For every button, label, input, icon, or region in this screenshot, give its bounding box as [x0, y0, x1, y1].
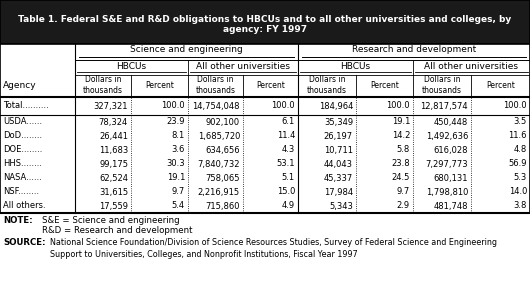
- Text: 6.1: 6.1: [282, 118, 295, 126]
- Text: 11.4: 11.4: [277, 132, 295, 140]
- Text: 12,817,574: 12,817,574: [420, 102, 468, 110]
- Text: 758,065: 758,065: [206, 174, 240, 182]
- Text: 4.9: 4.9: [282, 202, 295, 210]
- Text: 5.1: 5.1: [282, 174, 295, 182]
- Text: 17,559: 17,559: [99, 202, 128, 210]
- Text: 5.3: 5.3: [514, 174, 527, 182]
- Text: 184,964: 184,964: [319, 102, 353, 110]
- Text: 2,216,915: 2,216,915: [198, 188, 240, 196]
- Text: 327,321: 327,321: [93, 102, 128, 110]
- Text: National Science Foundation/Division of Science Resources Studies, Survey of Fed: National Science Foundation/Division of …: [50, 238, 497, 259]
- Text: 9.7: 9.7: [172, 188, 185, 196]
- Text: 10,711: 10,711: [324, 146, 353, 154]
- Text: Table 1. Federal S&E and R&D obligations to HBCUs and to all other universities : Table 1. Federal S&E and R&D obligations…: [19, 15, 511, 23]
- Text: 17,984: 17,984: [324, 188, 353, 196]
- Text: DOE........: DOE........: [3, 146, 42, 154]
- Text: 5.4: 5.4: [172, 202, 185, 210]
- Text: 100.0: 100.0: [271, 102, 295, 110]
- Text: 634,656: 634,656: [206, 146, 240, 154]
- Text: 100.0: 100.0: [161, 102, 185, 110]
- Text: All other universities: All other universities: [196, 62, 290, 71]
- Text: 5,343: 5,343: [329, 202, 353, 210]
- Text: 4.8: 4.8: [514, 146, 527, 154]
- Text: 680,131: 680,131: [434, 174, 468, 182]
- Bar: [0, 0, 530, 44]
- Bar: [0, 44, 530, 213]
- Text: HBCUs: HBCUs: [340, 62, 370, 71]
- Text: agency: FY 1997: agency: FY 1997: [223, 26, 307, 34]
- Text: 1,685,720: 1,685,720: [198, 132, 240, 140]
- Text: 2.9: 2.9: [397, 202, 410, 210]
- Text: 14.0: 14.0: [509, 188, 527, 196]
- Text: All others.: All others.: [3, 202, 46, 210]
- Text: Percent: Percent: [370, 81, 399, 89]
- Text: Total..........: Total..........: [3, 102, 49, 110]
- Text: 26,441: 26,441: [99, 132, 128, 140]
- Text: 3.8: 3.8: [514, 202, 527, 210]
- Text: 3.5: 3.5: [514, 118, 527, 126]
- Text: NASA......: NASA......: [3, 174, 42, 182]
- Text: Dollars in
thousands: Dollars in thousands: [422, 75, 462, 95]
- Text: 616,028: 616,028: [434, 146, 468, 154]
- Text: Dollars in
thousands: Dollars in thousands: [307, 75, 347, 95]
- Text: 19.1: 19.1: [392, 118, 410, 126]
- Text: 11.6: 11.6: [508, 132, 527, 140]
- Text: 14.2: 14.2: [392, 132, 410, 140]
- Text: USDA......: USDA......: [3, 118, 42, 126]
- Bar: [0, 44, 530, 213]
- Text: 53.1: 53.1: [277, 160, 295, 168]
- Text: Agency: Agency: [3, 81, 37, 91]
- Text: 100.0: 100.0: [504, 102, 527, 110]
- Text: HBCUs: HBCUs: [117, 62, 147, 71]
- Text: 5.8: 5.8: [397, 146, 410, 154]
- Text: 1,798,810: 1,798,810: [426, 188, 468, 196]
- Text: 14,754,048: 14,754,048: [192, 102, 240, 110]
- Text: 3.6: 3.6: [172, 146, 185, 154]
- Text: 15.0: 15.0: [277, 188, 295, 196]
- Text: 1,492,636: 1,492,636: [426, 132, 468, 140]
- Text: 481,748: 481,748: [434, 202, 468, 210]
- Text: S&E = Science and engineering: S&E = Science and engineering: [42, 216, 180, 225]
- Text: Percent: Percent: [486, 81, 515, 89]
- Text: All other universities: All other universities: [425, 62, 518, 71]
- Text: 7,840,732: 7,840,732: [198, 160, 240, 168]
- Text: R&D = Research and development: R&D = Research and development: [42, 226, 192, 235]
- Text: 45,337: 45,337: [324, 174, 353, 182]
- Text: 450,448: 450,448: [434, 118, 468, 126]
- Text: 23.8: 23.8: [391, 160, 410, 168]
- Text: DoD........: DoD........: [3, 132, 42, 140]
- Text: 8.1: 8.1: [172, 132, 185, 140]
- Text: Dollars in
thousands: Dollars in thousands: [196, 75, 235, 95]
- Text: 11,683: 11,683: [99, 146, 128, 154]
- Text: 9.7: 9.7: [397, 188, 410, 196]
- Text: 44,043: 44,043: [324, 160, 353, 168]
- Text: NOTE:: NOTE:: [3, 216, 33, 225]
- Text: 99,175: 99,175: [99, 160, 128, 168]
- Text: 4.3: 4.3: [282, 146, 295, 154]
- Text: 902,100: 902,100: [206, 118, 240, 126]
- Text: Research and development: Research and development: [352, 46, 476, 54]
- Text: 26,197: 26,197: [324, 132, 353, 140]
- Text: 23.9: 23.9: [166, 118, 185, 126]
- Text: 62,524: 62,524: [99, 174, 128, 182]
- Text: Percent: Percent: [145, 81, 174, 89]
- Text: 100.0: 100.0: [386, 102, 410, 110]
- Text: 24.5: 24.5: [392, 174, 410, 182]
- Text: 78,324: 78,324: [99, 118, 128, 126]
- Text: 56.9: 56.9: [508, 160, 527, 168]
- Text: 30.3: 30.3: [166, 160, 185, 168]
- Text: 7,297,773: 7,297,773: [426, 160, 468, 168]
- Text: Dollars in
thousands: Dollars in thousands: [83, 75, 123, 95]
- Text: 31,615: 31,615: [99, 188, 128, 196]
- Text: HHS........: HHS........: [3, 160, 42, 168]
- Text: 35,349: 35,349: [324, 118, 353, 126]
- Text: 715,860: 715,860: [206, 202, 240, 210]
- Text: Science and engineering: Science and engineering: [130, 46, 243, 54]
- Text: NSF........: NSF........: [3, 188, 39, 196]
- Text: 19.1: 19.1: [166, 174, 185, 182]
- Text: SOURCE:: SOURCE:: [3, 238, 46, 247]
- Text: Percent: Percent: [256, 81, 285, 89]
